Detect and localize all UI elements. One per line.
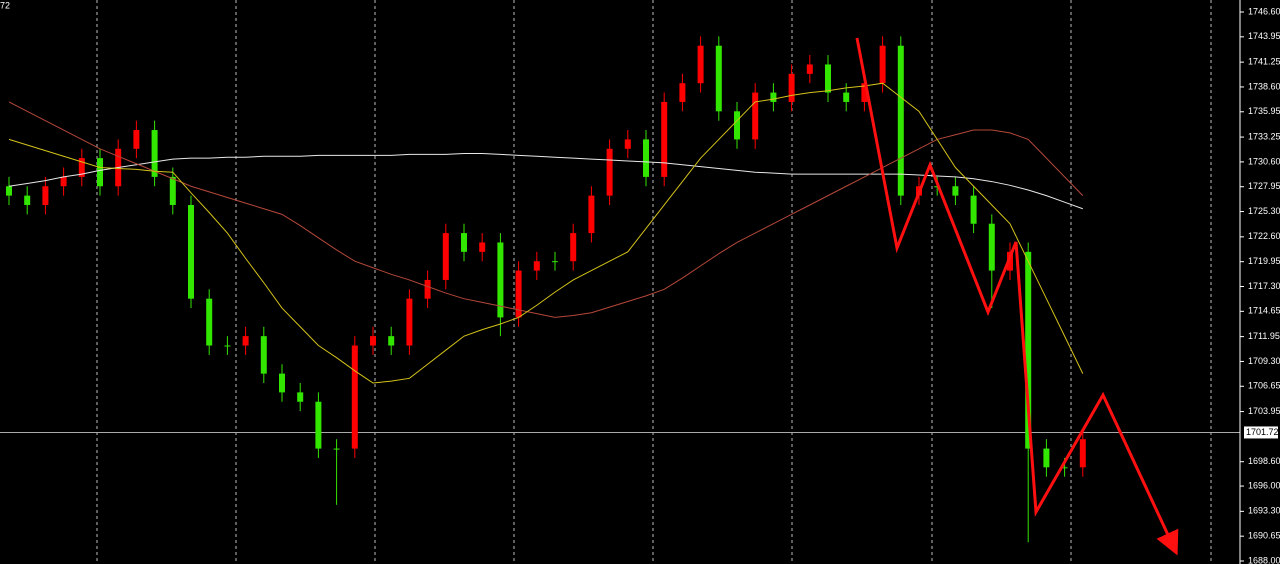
price-axis-labels: 1746.60 1743.95 1741.25 1738.60 1735.95 1733.… <box>1240 6 1280 564</box>
y-tick-label: 1730.60 <box>1248 156 1280 166</box>
candle-body <box>643 139 649 177</box>
candle-body <box>406 298 413 346</box>
candle-body <box>624 139 631 149</box>
candle-body <box>606 148 613 196</box>
candle-body <box>679 83 686 102</box>
y-tick-label: 1735.95 <box>1248 106 1280 116</box>
candle-body <box>424 279 431 299</box>
y-tick-label: 1714.65 <box>1248 306 1280 316</box>
time-separators <box>96 0 1212 564</box>
candle-body <box>970 195 977 224</box>
candle-body <box>24 195 31 205</box>
candle-body <box>188 204 194 299</box>
y-tick-label: 1727.95 <box>1248 181 1280 191</box>
candle-body <box>1007 251 1013 271</box>
candle-body <box>897 45 904 196</box>
candle-body <box>697 45 704 84</box>
candle-body <box>861 83 868 102</box>
y-tick-label: 1693.30 <box>1248 506 1280 516</box>
candle-body <box>788 73 795 102</box>
candle-body <box>843 92 850 102</box>
candle-body <box>242 336 249 346</box>
y-tick-label: 1722.60 <box>1248 231 1280 241</box>
candle-body <box>388 336 395 346</box>
candle-body <box>351 345 358 449</box>
candle-body <box>1079 439 1086 468</box>
y-tick-label: 1688.00 <box>1248 555 1280 564</box>
candle-body <box>78 158 85 177</box>
candle-body <box>1043 448 1050 468</box>
candle-body <box>879 45 886 84</box>
candle-body <box>97 158 103 187</box>
y-tick-label: 1703.95 <box>1248 406 1280 416</box>
annotation-arrow <box>855 37 1179 556</box>
y-tick-label: 1733.25 <box>1248 131 1280 141</box>
candle-body <box>151 130 158 177</box>
candle-body <box>825 64 831 93</box>
y-tick-label: 1706.65 <box>1248 381 1280 391</box>
candle-body <box>715 45 722 112</box>
candle-body <box>588 195 595 234</box>
candle-body <box>570 233 577 262</box>
moving-average <box>8 82 1084 384</box>
moving-average <box>8 101 1084 318</box>
y-tick-label: 1698.60 <box>1248 456 1280 466</box>
candle-body <box>370 336 376 346</box>
candle-body <box>1061 467 1068 469</box>
y-tick-label: 1709.30 <box>1248 356 1280 366</box>
y-tick-label: 1717.30 <box>1248 281 1280 291</box>
candle-body <box>42 186 49 205</box>
candle-body <box>497 242 504 318</box>
candle-body <box>279 373 285 393</box>
moving-average <box>8 152 1083 210</box>
candle-body <box>442 233 449 280</box>
candle-body <box>770 92 777 102</box>
current-price-label: 1701.72 <box>1246 427 1279 437</box>
y-tick-label: 1738.60 <box>1248 81 1280 91</box>
y-tick-label: 1746.60 <box>1248 6 1280 16</box>
candle-body <box>297 392 304 402</box>
current-price-box <box>1244 426 1278 439</box>
candle-body <box>6 186 12 196</box>
candle-body <box>734 111 740 140</box>
candle-body <box>169 176 176 205</box>
candle-body <box>661 101 668 177</box>
candle-body <box>952 186 959 196</box>
y-tick-label: 1725.30 <box>1248 206 1280 216</box>
y-tick-label: 1711.95 <box>1248 331 1280 341</box>
candle-body <box>515 270 522 318</box>
candle-body <box>60 176 67 187</box>
candle-body <box>752 92 759 140</box>
candle-body <box>988 223 995 271</box>
candle-body <box>333 448 340 450</box>
candle-body <box>224 345 231 347</box>
candle-body <box>479 242 486 252</box>
candle-body <box>1025 251 1032 449</box>
candle-body <box>315 401 322 449</box>
candle-body <box>133 130 140 149</box>
candle-body <box>806 64 813 74</box>
y-tick-label: 1719.95 <box>1248 256 1280 266</box>
y-tick-label: 1743.95 <box>1248 31 1280 41</box>
y-tick-label: 1741.25 <box>1248 56 1280 66</box>
plot-area <box>0 36 1240 543</box>
candle-body <box>206 298 213 346</box>
candle-body <box>260 336 267 374</box>
corner-label: 72 <box>0 0 10 10</box>
y-tick-label: 1690.65 <box>1248 531 1280 541</box>
candle-body <box>461 233 467 252</box>
candle-body <box>533 261 540 271</box>
y-tick-label: 1696.00 <box>1248 480 1280 490</box>
candle-body <box>552 261 558 263</box>
